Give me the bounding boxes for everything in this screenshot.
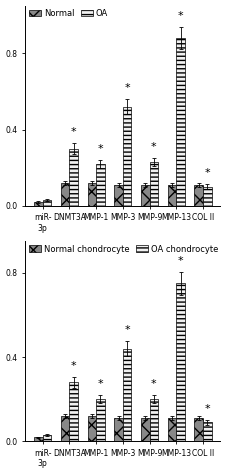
Text: *: * <box>178 10 183 20</box>
Text: *: * <box>71 127 77 137</box>
Bar <box>34 202 43 206</box>
Bar <box>43 435 51 441</box>
Bar <box>43 200 51 206</box>
Text: *: * <box>205 404 210 414</box>
Bar <box>34 437 43 441</box>
Bar <box>203 422 212 441</box>
Bar <box>195 185 203 206</box>
Text: *: * <box>151 142 157 152</box>
Bar <box>176 38 185 206</box>
Text: *: * <box>98 379 103 389</box>
Bar <box>141 185 150 206</box>
Text: *: * <box>205 168 210 178</box>
Legend: Normal chondrocyte, OA chondrocyte: Normal chondrocyte, OA chondrocyte <box>27 243 220 255</box>
Text: *: * <box>124 83 130 93</box>
Text: *: * <box>124 325 130 335</box>
Bar <box>88 416 96 441</box>
Text: *: * <box>98 144 103 154</box>
Legend: Normal, OA: Normal, OA <box>27 7 110 19</box>
Bar <box>195 418 203 441</box>
Bar <box>61 183 69 206</box>
Bar <box>123 107 132 206</box>
Bar <box>61 416 69 441</box>
Bar <box>123 349 132 441</box>
Bar <box>114 418 123 441</box>
Bar <box>150 399 158 441</box>
Bar <box>168 185 176 206</box>
Text: *: * <box>151 379 157 389</box>
Bar <box>150 162 158 206</box>
Bar <box>96 399 105 441</box>
Bar <box>96 164 105 206</box>
Bar <box>69 148 78 206</box>
Bar <box>88 183 96 206</box>
Bar <box>203 187 212 206</box>
Bar <box>141 418 150 441</box>
Bar <box>168 418 176 441</box>
Text: *: * <box>178 255 183 266</box>
Text: *: * <box>71 361 77 371</box>
Bar <box>114 185 123 206</box>
Bar <box>69 383 78 441</box>
Bar <box>176 283 185 441</box>
